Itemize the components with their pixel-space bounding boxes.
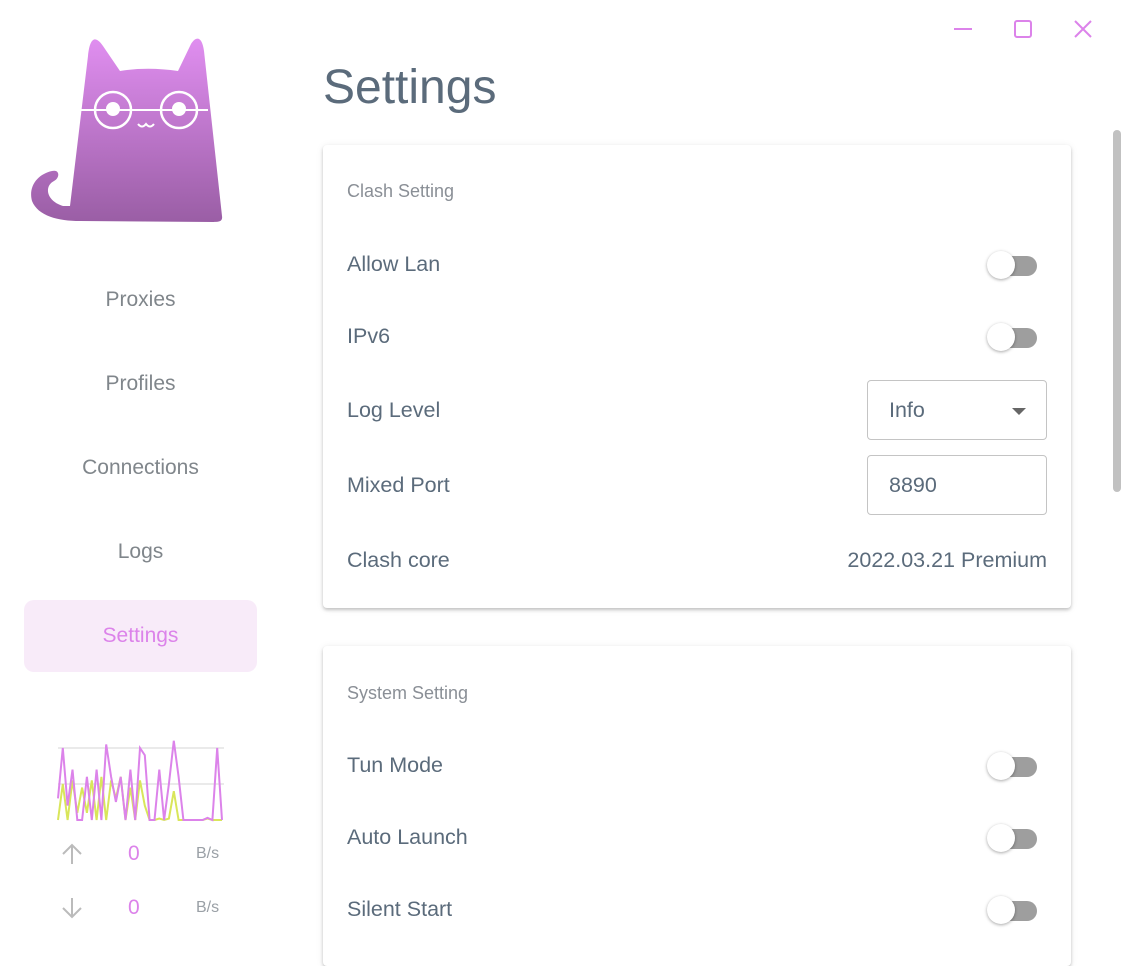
allow-lan-toggle[interactable] — [985, 245, 1047, 283]
mixed-port-row: Mixed Port 8890 — [347, 455, 1047, 515]
minimize-icon — [954, 28, 972, 30]
download-speed: 0 B/s — [60, 896, 230, 920]
clash-core-row: Clash core 2022.03.21 Premium — [347, 530, 1047, 590]
arrow-down-icon — [62, 898, 82, 919]
log-level-value: Info — [889, 397, 925, 422]
sidebar-item-profiles[interactable]: Profiles — [105, 372, 176, 395]
silent-start-toggle[interactable] — [985, 890, 1047, 928]
section-title: System Setting — [347, 683, 469, 703]
page-title: Settings — [323, 61, 497, 114]
auto-launch-row: Auto Launch — [347, 807, 1047, 867]
scrollbar-thumb[interactable] — [1113, 130, 1121, 492]
sidebar-item-connections[interactable]: Connections — [82, 456, 199, 479]
clash-core-version: 2022.03.21 Premium — [847, 547, 1047, 572]
mixed-port-label: Mixed Port — [347, 472, 450, 497]
log-level-row: Log Level Info — [347, 380, 1047, 440]
ipv6-label: IPv6 — [347, 323, 391, 348]
upload-speed: 0 B/s — [60, 842, 230, 866]
sidebar-item-proxies[interactable]: Proxies — [105, 288, 176, 311]
ipv6-row: IPv6 — [347, 306, 1047, 366]
tun-mode-label: Tun Mode — [347, 752, 444, 777]
silent-start-row: Silent Start — [347, 879, 1047, 939]
upload-value: 0 — [128, 842, 140, 865]
sidebar-item-logs[interactable]: Logs — [117, 540, 164, 563]
allow-lan-label: Allow Lan — [347, 251, 441, 276]
allow-lan-row: Allow Lan — [347, 234, 1047, 294]
log-level-label: Log Level — [347, 397, 441, 422]
tun-mode-row: Tun Mode — [347, 735, 1047, 795]
sidebar: Proxies Profiles Connections Logs Settin… — [0, 0, 282, 937]
clash-setting-card: Clash Setting Allow Lan IPv6 Log Level I… — [323, 145, 1071, 608]
ipv6-toggle[interactable] — [985, 317, 1047, 355]
clash-core-label: Clash core — [347, 547, 450, 572]
tun-mode-toggle[interactable] — [985, 746, 1047, 784]
cat-logo-icon — [31, 38, 223, 223]
log-level-select[interactable]: Info — [867, 380, 1047, 440]
section-title: Clash Setting — [347, 181, 455, 201]
download-value: 0 — [128, 896, 140, 919]
sidebar-item-settings[interactable]: Settings — [24, 600, 257, 672]
download-unit: B/s — [196, 899, 220, 916]
arrow-up-icon — [62, 843, 82, 864]
silent-start-label: Silent Start — [347, 896, 453, 921]
upload-unit: B/s — [196, 845, 220, 862]
caret-down-icon — [1012, 408, 1026, 415]
maximize-button[interactable] — [1008, 14, 1038, 44]
auto-launch-label: Auto Launch — [347, 824, 468, 849]
mixed-port-value: 8890 — [889, 472, 937, 497]
close-button[interactable] — [1068, 14, 1098, 44]
traffic-graph — [57, 740, 224, 822]
upload-series-line — [57, 740, 223, 822]
mixed-port-input[interactable]: 8890 — [867, 455, 1047, 515]
maximize-icon — [1014, 20, 1032, 38]
system-setting-card: System Setting Tun Mode Auto Launch Sile… — [323, 646, 1071, 966]
close-icon — [1074, 20, 1092, 38]
auto-launch-toggle[interactable] — [985, 818, 1047, 856]
minimize-button[interactable] — [948, 14, 978, 44]
